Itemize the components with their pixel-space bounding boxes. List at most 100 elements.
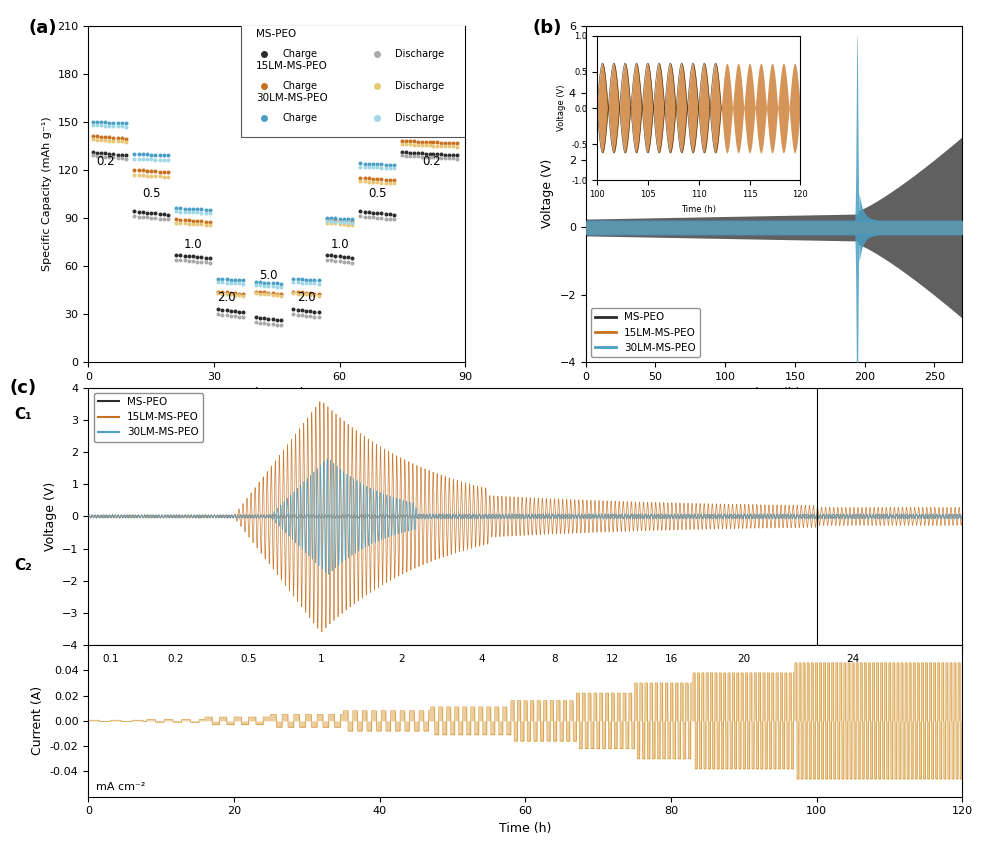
Point (118, 135, 134, 148)
Point (135, 210, 150, 224)
Point (340, 250, 355, 264)
Point (93, 115, 109, 129)
Point (356, 157, 372, 170)
Point (219, 303, 235, 317)
Point (340, 212, 355, 226)
Point (114, 152, 130, 165)
Point (169, 201, 185, 215)
Point (173, 253, 189, 267)
Point (373, 211, 389, 225)
Point (265, 313, 281, 326)
Point (231, 310, 246, 324)
Point (323, 215, 339, 228)
Point (156, 165, 172, 179)
Point (294, 287, 309, 301)
Point (89, 130, 105, 143)
Point (413, 120, 429, 134)
X-axis label: Time (h): Time (h) (499, 822, 552, 835)
Point (106, 151, 122, 164)
Point (417, 147, 433, 160)
Point (323, 211, 339, 225)
Point (236, 306, 251, 320)
Point (410, 124, 426, 137)
Point (247, 275, 263, 289)
Text: Discharge: Discharge (396, 81, 445, 91)
Point (210, 272, 226, 285)
Point (345, 215, 360, 228)
Text: C₁: C₁ (15, 407, 32, 423)
Point (433, 124, 449, 138)
Point (93, 147, 109, 160)
Point (177, 205, 192, 219)
Text: 8: 8 (551, 654, 558, 664)
Point (160, 165, 176, 179)
Point (441, 124, 457, 138)
Point (365, 206, 381, 220)
Text: 4: 4 (478, 654, 485, 664)
Point (445, 140, 461, 153)
Point (190, 250, 205, 263)
Point (327, 254, 343, 268)
Point (306, 287, 322, 301)
Point (156, 212, 172, 226)
Point (110, 119, 126, 133)
Point (336, 214, 352, 227)
Point (445, 148, 461, 162)
Point (425, 124, 441, 137)
Point (336, 216, 352, 229)
Point (236, 287, 251, 301)
Point (323, 253, 339, 267)
Point (118, 117, 134, 130)
Point (407, 135, 422, 148)
Point (265, 279, 281, 293)
Point (361, 160, 377, 174)
Point (429, 121, 445, 135)
Point (417, 135, 433, 149)
Point (361, 157, 377, 170)
Point (139, 210, 155, 224)
Point (177, 213, 192, 227)
Point (310, 289, 326, 302)
Point (441, 140, 457, 153)
Point (407, 149, 422, 163)
Point (110, 135, 126, 148)
Point (256, 316, 272, 330)
Point (413, 124, 429, 137)
Point (425, 139, 441, 153)
Point (110, 151, 126, 164)
Point (417, 150, 433, 164)
Point (190, 255, 205, 268)
Point (227, 304, 243, 318)
Point (256, 279, 272, 292)
Point (323, 213, 339, 227)
Point (437, 136, 453, 150)
Point (151, 164, 167, 178)
Point (269, 318, 285, 331)
Point (327, 211, 343, 225)
Point (407, 138, 422, 152)
Point (139, 169, 155, 182)
Point (382, 158, 398, 171)
Point (231, 287, 246, 301)
Point (433, 151, 449, 164)
Point (252, 311, 268, 325)
Text: 0.2: 0.2 (422, 155, 441, 168)
Point (151, 170, 167, 183)
Point (186, 205, 201, 219)
Point (336, 250, 352, 263)
Point (306, 288, 322, 302)
Point (193, 255, 209, 268)
Point (399, 146, 414, 159)
Point (294, 308, 309, 322)
Point (101, 147, 117, 160)
Point (449, 121, 464, 135)
Point (169, 253, 185, 267)
Point (445, 121, 461, 135)
Point (413, 147, 429, 160)
Point (323, 216, 339, 230)
Point (417, 124, 433, 137)
Point (353, 157, 368, 170)
Point (449, 136, 464, 150)
Point (399, 135, 414, 148)
Point (386, 213, 402, 227)
